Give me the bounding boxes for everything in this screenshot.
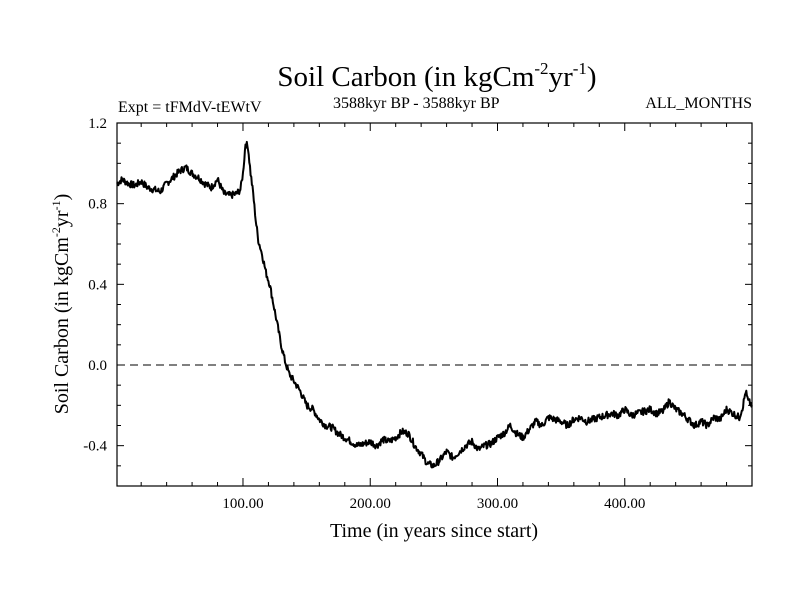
y-label-mid: yr [51,210,73,227]
y-label-end: ) [51,194,73,201]
x-tick-label: 100.00 [222,496,263,512]
period-label: 3588kyr BP - 3588kyr BP [333,95,500,112]
minor-ticks [117,123,752,487]
x-tick-label: 400.00 [604,496,645,512]
months-label: ALL_MONTHS [645,95,752,112]
y-tick-label: 0.0 [88,358,107,374]
y-axis-label: Soil Carbon (in kgCm-2yr-1) [49,194,73,415]
plot-frame [116,122,753,487]
x-axis: 100.00 200.00 300.00 400.00 [222,123,645,512]
y-tick-label: 0.8 [88,197,107,213]
y-tick-label: -0.4 [83,439,107,455]
chart-title: Soil Carbon (in kgCm-2yr-1) [277,59,596,93]
x-axis-label: Time (in years since start) [330,520,538,542]
y-tick-label: 0.4 [88,277,107,293]
title-main: Soil Carbon (in kgCm [277,61,534,93]
x-tick-label: 200.00 [350,496,391,512]
title-sup-1: -2 [534,59,548,78]
title-end: ) [587,61,597,93]
y-label-main: Soil Carbon (in kgCm [51,237,73,415]
x-tick-label: 300.00 [477,496,518,512]
title-sup-2: -1 [573,59,587,78]
y-axis: -0.4 0.0 0.4 0.8 1.2 [83,116,752,455]
series-line-soil-carbon [116,140,753,469]
experiment-label: Expt = tFMdV-tEWtV [118,99,262,116]
y-label-sup-1: -2 [49,227,63,237]
title-mid: yr [549,61,574,93]
y-label-sup-2: -1 [49,200,63,210]
y-tick-label: 1.2 [88,116,107,132]
